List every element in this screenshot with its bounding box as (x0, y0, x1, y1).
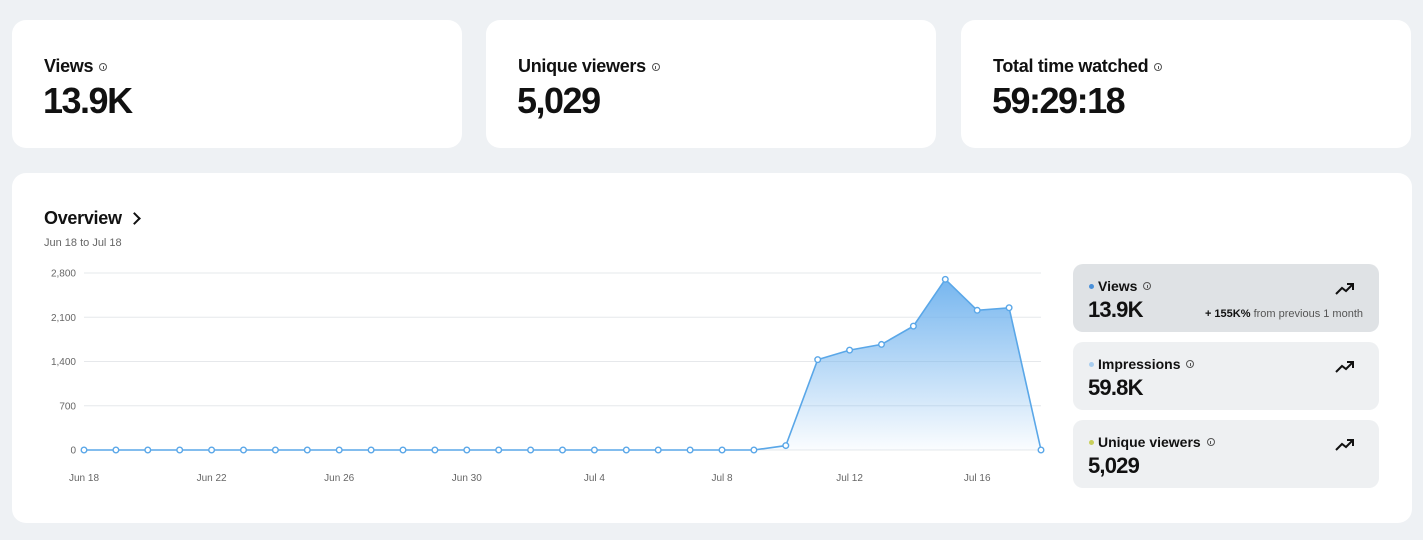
data-point[interactable] (495, 446, 503, 454)
data-point[interactable] (622, 446, 630, 454)
y-tick-label: 2,800 (51, 269, 76, 280)
metric-views[interactable]: Views 13.9K + 155K% from previous 1 mont… (1073, 264, 1379, 332)
metric-unique-viewers-label: Unique viewers (1098, 434, 1201, 450)
info-icon[interactable] (1186, 360, 1195, 368)
data-point[interactable] (782, 442, 790, 450)
data-point[interactable] (271, 446, 279, 454)
info-icon[interactable] (1154, 62, 1163, 71)
x-tick-label: Jun 22 (197, 473, 227, 484)
unique-viewers-dot (1089, 439, 1094, 445)
total-time-stat-value: 59:29:18 (992, 80, 1126, 121)
data-point[interactable] (654, 446, 662, 454)
y-tick-label: 700 (59, 401, 76, 412)
y-tick-label: 0 (70, 446, 76, 457)
overview-title[interactable]: Overview (44, 208, 141, 229)
data-point[interactable] (750, 446, 758, 454)
data-point[interactable] (559, 446, 567, 454)
impressions-dot (1089, 361, 1094, 367)
data-point[interactable] (367, 446, 375, 454)
x-tick-label: Jul 8 (711, 473, 733, 484)
unique-viewers-stat-label: Unique viewers (518, 56, 660, 77)
x-tick-label: Jul 16 (964, 473, 991, 484)
unique-viewers-stat-value: 5,029 (517, 80, 601, 121)
views-area (84, 279, 1041, 450)
total-time-stat-card: Total time watched 59:29:18 (961, 20, 1411, 148)
data-point[interactable] (335, 446, 343, 454)
views-stat-value: 13.9K (43, 80, 133, 121)
metric-views-label: Views (1098, 278, 1138, 294)
data-point[interactable] (112, 446, 120, 454)
data-point[interactable] (814, 356, 822, 364)
data-point[interactable] (463, 446, 471, 454)
data-point[interactable] (303, 446, 311, 454)
y-tick-label: 1,400 (51, 357, 76, 368)
data-point[interactable] (909, 322, 917, 330)
info-icon[interactable] (651, 62, 660, 71)
metric-impressions-value: 59.8K (1088, 375, 1144, 400)
data-point[interactable] (399, 446, 407, 454)
y-tick-label: 2,100 (51, 313, 76, 324)
x-tick-label: Jun 26 (324, 473, 354, 484)
trend-up-icon (1335, 283, 1354, 295)
info-icon[interactable] (1206, 438, 1215, 446)
data-point[interactable] (973, 306, 981, 314)
data-point[interactable] (527, 446, 535, 454)
metric-impressions[interactable]: Impressions 59.8K (1073, 342, 1379, 410)
views-dot (1089, 283, 1094, 289)
data-point[interactable] (590, 446, 598, 454)
overview-chart: 2,800 2,100 1,400 700 0 Jun 18 Jun 22 Jun 26 Ju… (51, 269, 1045, 484)
x-tick-label: Jul 12 (836, 473, 863, 484)
data-point[interactable] (1005, 304, 1013, 312)
info-icon[interactable] (1143, 282, 1152, 290)
metric-impressions-label: Impressions (1098, 356, 1181, 372)
data-point[interactable] (1037, 446, 1045, 454)
data-point[interactable] (144, 446, 152, 454)
overview-card: Overview Jun 18 to Jul 18 2,800 2,100 1,40… (12, 173, 1412, 523)
unique-viewers-stat-card: Unique viewers 5,029 (486, 20, 936, 148)
trend-up-icon (1335, 361, 1354, 373)
x-tick-label: Jun 30 (452, 473, 482, 484)
metric-views-value: 13.9K (1088, 297, 1144, 322)
views-stat-label: Views (44, 56, 108, 77)
x-tick-label: Jun 18 (69, 473, 99, 484)
x-tick-label: Jul 4 (584, 473, 606, 484)
data-point[interactable] (239, 446, 247, 454)
total-time-stat-label: Total time watched (993, 56, 1163, 77)
data-point[interactable] (846, 346, 854, 354)
data-point[interactable] (208, 446, 216, 454)
metric-views-change: + 155K% from previous 1 month (1204, 308, 1363, 320)
data-point[interactable] (80, 446, 88, 454)
data-point[interactable] (941, 275, 949, 283)
trend-up-icon (1335, 439, 1354, 451)
data-point[interactable] (686, 446, 694, 454)
date-range: Jun 18 to Jul 18 (44, 237, 122, 249)
data-point[interactable] (431, 446, 439, 454)
data-point[interactable] (718, 446, 726, 454)
info-icon[interactable] (99, 62, 108, 71)
metric-unique-viewers-value: 5,029 (1088, 453, 1140, 478)
data-point[interactable] (878, 340, 886, 348)
data-point[interactable] (176, 446, 184, 454)
metric-unique-viewers[interactable]: Unique viewers 5,029 (1073, 420, 1379, 488)
views-stat-card: Views 13.9K (12, 20, 462, 148)
